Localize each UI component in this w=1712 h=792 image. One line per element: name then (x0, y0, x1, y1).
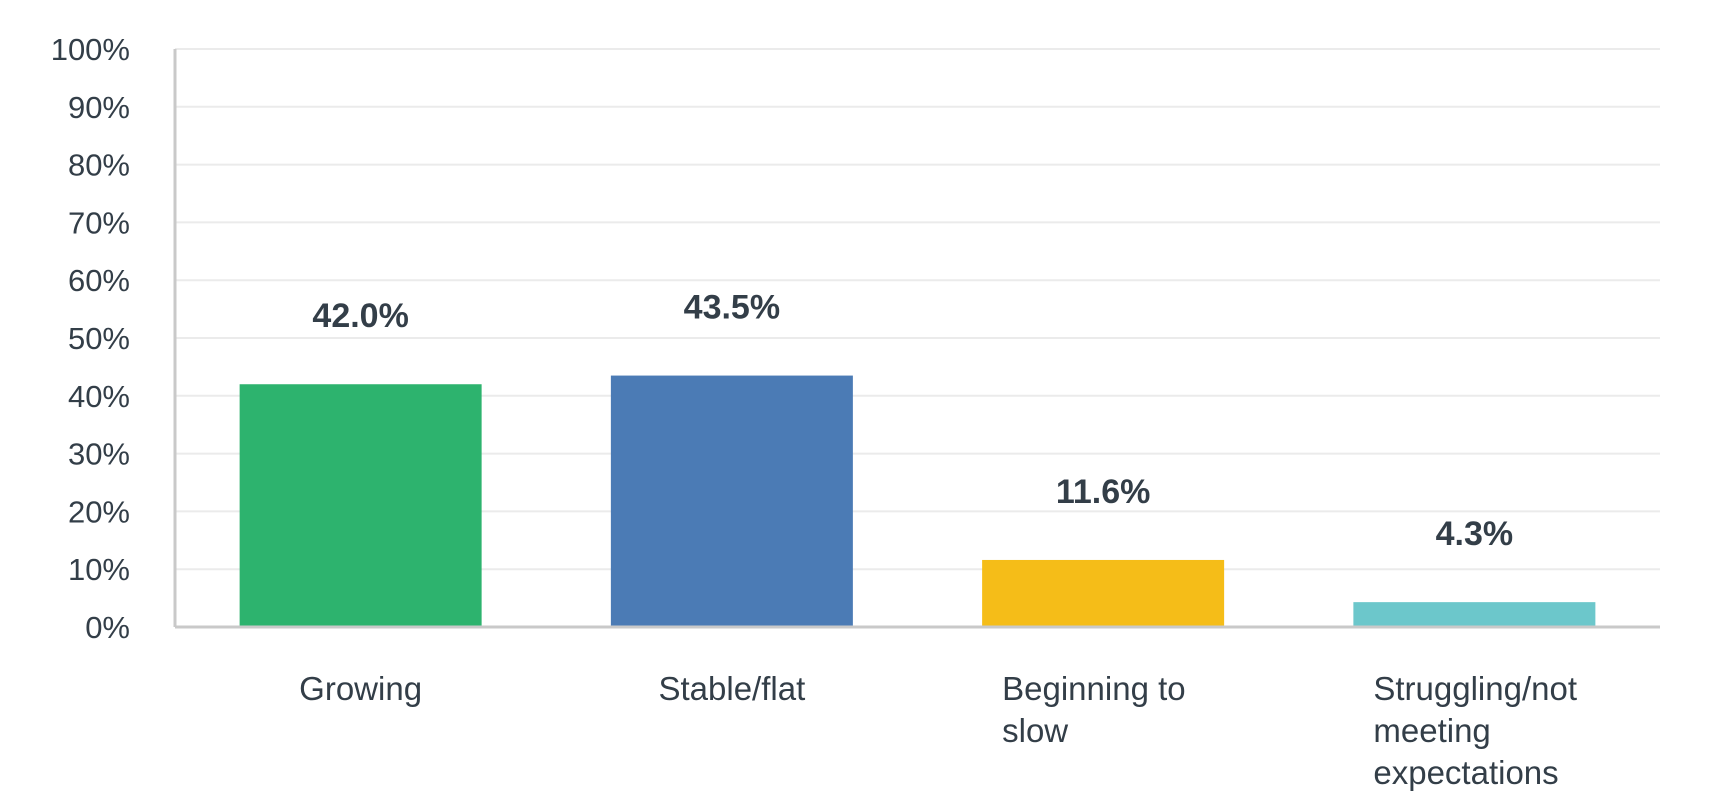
y-tick-label: 70% (68, 205, 130, 240)
bar (1353, 602, 1596, 627)
data-label: 43.5% (684, 289, 780, 327)
category-label: Struggling/not meeting expectations (1373, 670, 1577, 791)
y-axis-ticks: 0% 10% 20% 30% 40% 50% 60% 70% 80% 90% 100% (51, 32, 130, 645)
bar (610, 375, 853, 627)
category-label: Beginning to slow (1002, 670, 1185, 749)
y-tick-label: 20% (68, 494, 130, 529)
category-label-line: expectations (1373, 754, 1558, 791)
y-tick-label: 0% (85, 610, 130, 645)
y-tick-label: 40% (68, 379, 130, 414)
y-tick-label: 90% (68, 90, 130, 125)
x-axis-categories: Growing Stable/flat Beginning to slow Strugg… (299, 670, 1577, 791)
y-tick-label: 50% (68, 321, 130, 356)
y-tick-label: 10% (68, 552, 130, 587)
category-label-line: meeting (1373, 712, 1490, 749)
y-tick-label: 30% (68, 437, 130, 472)
category-label-line: Stable/flat (658, 670, 805, 707)
data-label: 4.3% (1436, 515, 1514, 553)
data-label: 11.6% (1056, 473, 1151, 511)
y-tick-label: 80% (68, 148, 130, 183)
y-tick-label: 100% (51, 32, 130, 67)
category-label-line: slow (1002, 712, 1068, 749)
category-label: Stable/flat (658, 670, 805, 707)
category-label-line: Beginning to (1002, 670, 1185, 707)
category-label: Growing (299, 670, 422, 707)
bars (239, 375, 1596, 627)
axes (173, 49, 1660, 629)
data-label: 42.0% (312, 297, 408, 335)
category-label-line: Growing (299, 670, 422, 707)
data-labels: 42.0% 43.5% 11.6% 4.3% (312, 289, 1513, 554)
y-tick-label: 60% (68, 263, 130, 298)
category-label-line: Struggling/not (1373, 670, 1577, 707)
bar (982, 559, 1225, 627)
bar (239, 384, 482, 627)
